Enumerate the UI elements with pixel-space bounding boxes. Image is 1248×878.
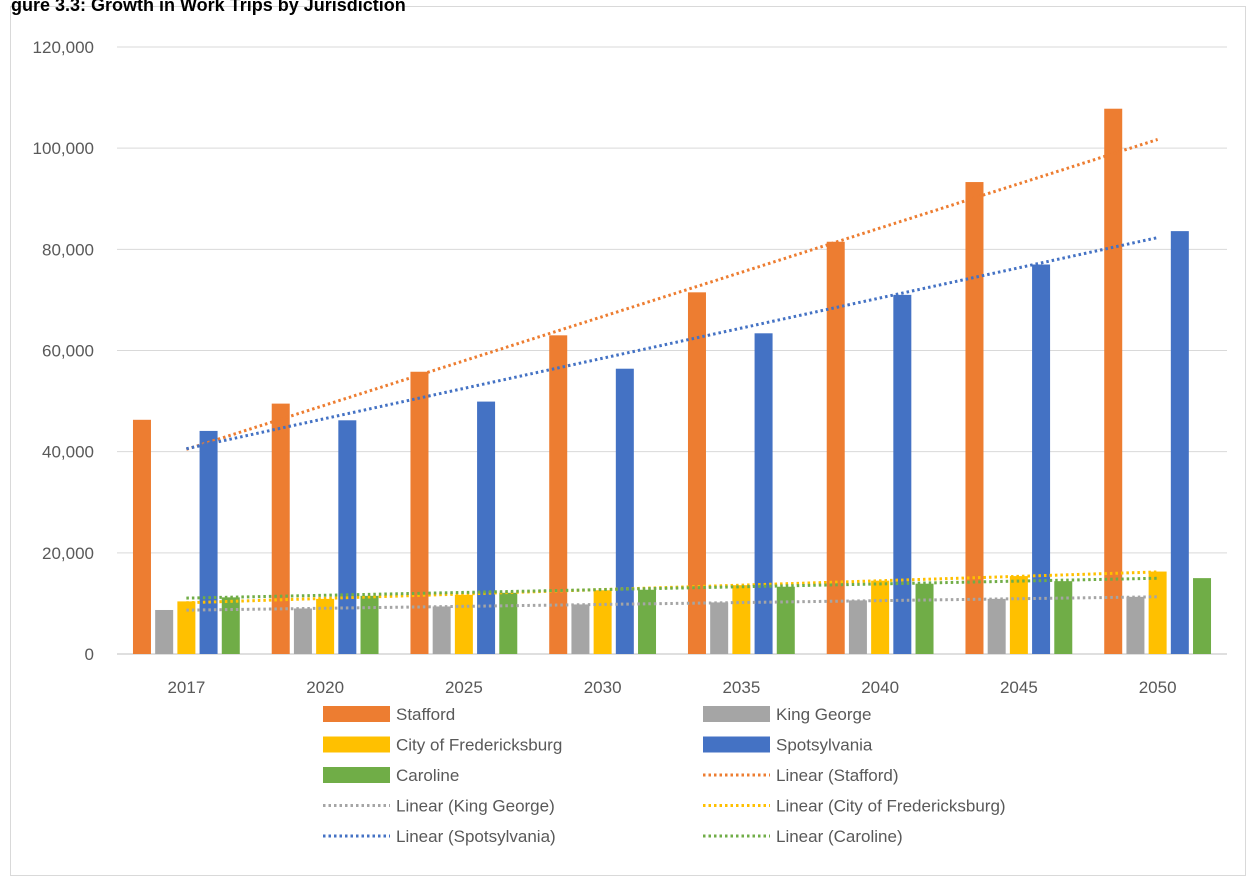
legend-label: Linear (City of Fredericksburg) [776, 797, 1006, 816]
y-tick-label: 0 [85, 645, 94, 664]
legend-swatch-caroline [323, 767, 390, 783]
legend-label: Linear (Spotsylvania) [396, 827, 556, 846]
legend-label: Linear (King George) [396, 797, 555, 816]
trendline-spotsylvania [186, 236, 1158, 451]
bar-caroline [638, 589, 657, 654]
y-tick-label: 120,000 [33, 38, 94, 57]
bar-stafford [826, 241, 845, 654]
bar-caroline [915, 583, 934, 654]
bar-caroline [499, 592, 518, 654]
legend-label: Caroline [396, 766, 459, 785]
x-tick-label: 2017 [167, 678, 205, 697]
bar-spotsylvania [477, 401, 496, 654]
bar-caroline [776, 586, 795, 654]
x-tick-label: 2035 [722, 678, 760, 697]
x-tick-label: 2020 [306, 678, 344, 697]
bar-spotsylvania [615, 368, 634, 654]
legend-swatch-city-of-fredericksburg [323, 736, 390, 753]
x-tick-label: 2040 [861, 678, 899, 697]
bar-city-of-fredericksburg [1009, 576, 1028, 654]
y-tick-label: 60,000 [42, 342, 94, 361]
legend-label: Stafford [396, 705, 455, 724]
bar-city-of-fredericksburg [732, 585, 751, 654]
y-tick-label: 80,000 [42, 240, 94, 259]
y-tick-label: 20,000 [42, 544, 94, 563]
bar-stafford [1104, 108, 1123, 654]
bar-spotsylvania [199, 430, 218, 654]
bar-king-george [155, 609, 174, 654]
chart-frame: gure 3.3: Growth in Work Trips by Jurisd… [10, 0, 1246, 876]
bar-city-of-fredericksburg [177, 601, 196, 654]
legend-label: King George [776, 705, 871, 724]
bar-spotsylvania [754, 333, 773, 654]
bar-stafford [271, 403, 290, 654]
x-tick-label: 2030 [584, 678, 622, 697]
bar-caroline [1193, 578, 1212, 654]
legend-swatch-stafford [323, 706, 390, 722]
bar-stafford [687, 292, 706, 654]
y-tick-label: 100,000 [33, 139, 94, 158]
trendline-king-george [186, 595, 1158, 612]
bar-spotsylvania [338, 420, 357, 654]
bar-city-of-fredericksburg [1148, 571, 1167, 654]
trendline-caroline [186, 576, 1158, 600]
x-tick-label: 2045 [1000, 678, 1038, 697]
bar-king-george [710, 602, 729, 654]
bar-spotsylvania [893, 294, 912, 654]
bar-spotsylvania [1170, 231, 1189, 654]
bar-king-george [432, 606, 451, 654]
legend-label: Linear (Stafford) [776, 766, 899, 785]
legend-swatch-king-george [703, 706, 770, 722]
x-tick-label: 2050 [1139, 678, 1177, 697]
legend-swatch-spotsylvania [703, 736, 770, 753]
bar-city-of-fredericksburg [593, 590, 612, 654]
legend-label: Linear (Caroline) [776, 827, 903, 846]
bar-stafford [132, 419, 151, 654]
bar-king-george [987, 598, 1006, 654]
bar-stafford [549, 335, 568, 654]
trendline-stafford [185, 138, 1159, 451]
bar-city-of-fredericksburg [454, 594, 473, 654]
bar-spotsylvania [1032, 264, 1051, 654]
y-tick-label: 40,000 [42, 443, 94, 462]
bar-king-george [293, 608, 312, 654]
bar-king-george [571, 604, 590, 654]
bar-city-of-fredericksburg [316, 598, 335, 654]
chart-title: gure 3.3: Growth in Work Trips by Jurisd… [11, 0, 406, 15]
bar-caroline [1054, 581, 1073, 654]
bar-caroline [221, 597, 240, 654]
legend-label: Spotsylvania [776, 736, 873, 755]
bar-king-george [848, 600, 867, 654]
bar-caroline [360, 595, 379, 654]
legend-label: City of Fredericksburg [396, 736, 562, 755]
bar-stafford [965, 182, 984, 654]
bar-stafford [410, 371, 429, 654]
bar-city-of-fredericksburg [871, 580, 890, 654]
bar-king-george [1126, 596, 1145, 654]
x-tick-label: 2025 [445, 678, 483, 697]
